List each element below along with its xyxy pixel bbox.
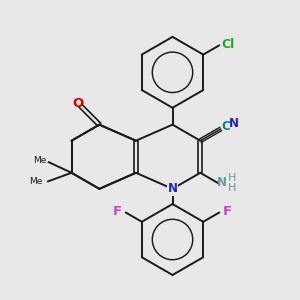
Text: Me: Me <box>34 156 47 165</box>
Text: F: F <box>113 205 122 218</box>
Text: N: N <box>217 176 227 189</box>
Text: N: N <box>229 117 239 130</box>
Text: N: N <box>167 182 178 195</box>
Text: O: O <box>72 98 83 110</box>
Text: C: C <box>221 120 230 133</box>
Text: Cl: Cl <box>222 38 235 51</box>
Text: H: H <box>228 183 236 193</box>
Text: H: H <box>228 173 236 183</box>
Text: F: F <box>223 205 232 218</box>
Text: Me: Me <box>29 177 43 186</box>
